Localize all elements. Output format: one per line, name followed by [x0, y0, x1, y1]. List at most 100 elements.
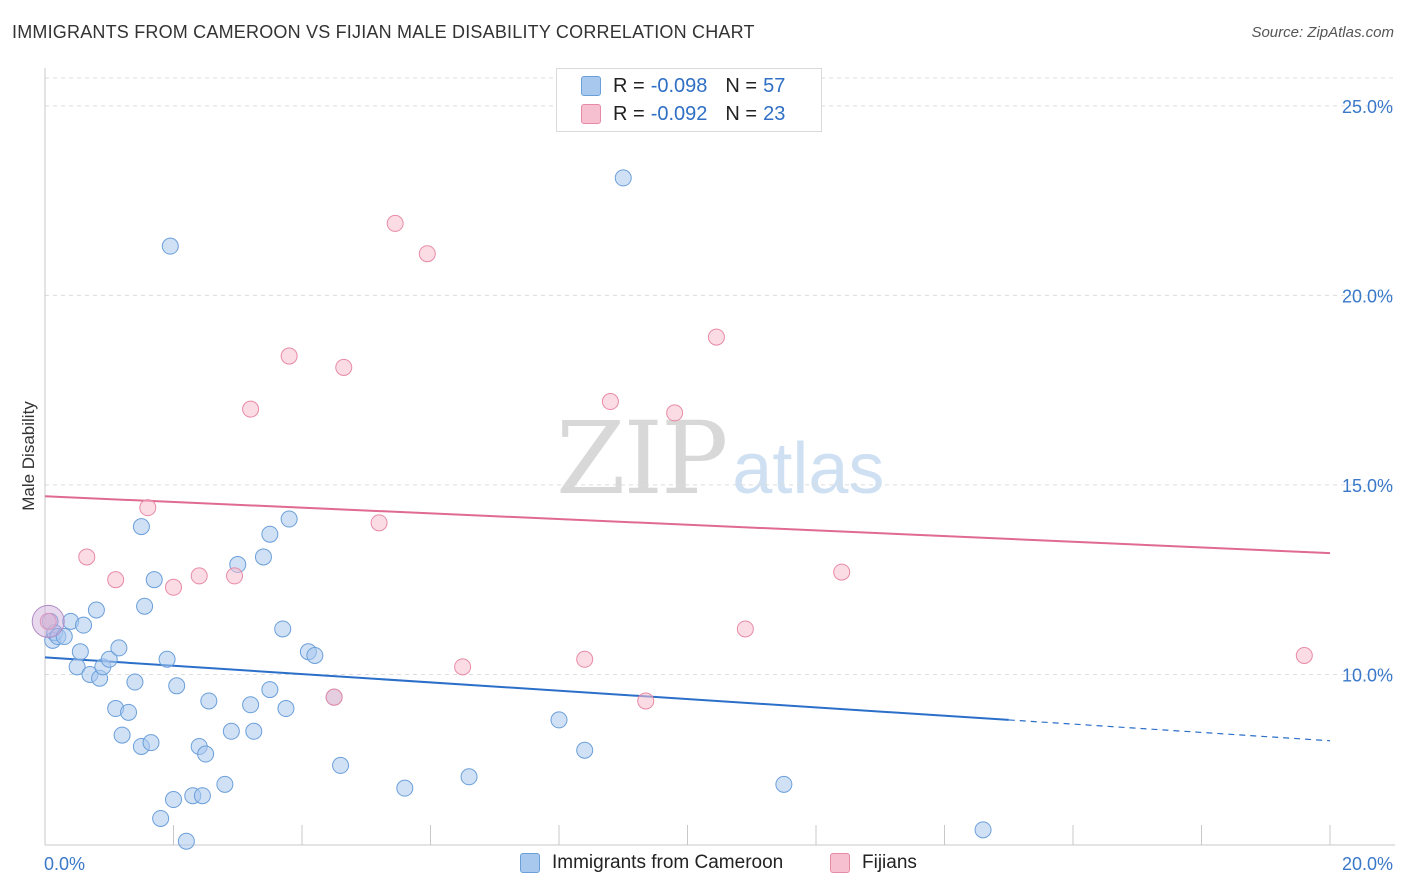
- data-point-fijians: [370, 514, 388, 532]
- data-point-fijians: [139, 499, 157, 517]
- legend-swatch-cameroon: [520, 853, 540, 873]
- tick-labels: 10.0% 15.0% 20.0% 25.0% 0.0% 20.0%: [44, 97, 1393, 874]
- data-point-fijians: [454, 658, 472, 676]
- data-point-fijians: [736, 620, 754, 638]
- data-point-fijians: [325, 688, 343, 706]
- legend-n-label: N =: [725, 102, 758, 125]
- data-point-cameroon: [168, 677, 186, 695]
- data-point-cameroon: [120, 703, 138, 721]
- data-point-cameroon: [100, 650, 118, 668]
- data-point-cameroon: [974, 821, 992, 839]
- data-point-cameroon: [396, 779, 414, 797]
- data-point-cameroon: [161, 237, 179, 255]
- chart-source: Source: ZipAtlas.com: [1251, 24, 1394, 41]
- legend-swatch-fijians: [581, 104, 601, 124]
- data-point-fijians: [242, 400, 260, 418]
- data-point-cameroon: [261, 681, 279, 699]
- data-point-cameroon: [576, 741, 594, 759]
- trend-line: [44, 656, 1009, 721]
- data-point-cameroon: [152, 809, 170, 827]
- series-legend: Immigrants from Cameroon Fijians: [0, 852, 1406, 878]
- legend-label-fijians: Fijians: [862, 852, 917, 873]
- data-point-cameroon: [332, 756, 350, 774]
- data-point-fijians: [226, 567, 244, 585]
- data-point-cameroon: [277, 700, 295, 718]
- legend-row-fijians: R = -0.092 N = 23: [581, 102, 785, 126]
- legend-r-value: -0.098: [650, 74, 708, 97]
- data-point-cameroon: [306, 646, 324, 664]
- data-point-cameroon: [165, 791, 182, 809]
- data-point-cameroon: [136, 597, 154, 615]
- data-point-cameroon: [71, 643, 89, 661]
- data-point-cameroon: [87, 601, 105, 619]
- data-point-fijians: [418, 245, 436, 263]
- data-point-cameroon: [550, 711, 568, 729]
- data-point-cameroon: [254, 548, 272, 566]
- data-point-fijians: [707, 328, 725, 346]
- legend-item-cameroon[interactable]: Immigrants from Cameroon: [520, 852, 783, 874]
- trend-lines: [44, 495, 1331, 742]
- data-point-cameroon: [261, 525, 279, 543]
- data-point-cameroon: [216, 775, 234, 793]
- data-point-fijians: [666, 404, 684, 422]
- legend-n-label: N =: [725, 74, 758, 97]
- data-point-cameroon: [142, 734, 160, 752]
- data-point-overlap: [31, 604, 65, 638]
- data-point-cameroon: [222, 722, 240, 740]
- data-point-cameroon: [775, 775, 793, 793]
- data-point-cameroon: [245, 722, 263, 740]
- data-point-fijians: [78, 548, 96, 566]
- legend-swatch-cameroon: [581, 76, 601, 96]
- watermark-zip: ZIP: [556, 400, 728, 517]
- data-point-cameroon: [177, 832, 195, 850]
- legend-n-value: 23: [763, 102, 786, 125]
- data-point-cameroon: [132, 518, 150, 536]
- correlation-legend: R = -0.098 N = 57 R = -0.092 N = 23: [556, 68, 822, 132]
- legend-r-value: -0.092: [650, 102, 708, 125]
- data-point-fijians: [386, 214, 404, 232]
- data-point-fijians: [833, 563, 851, 581]
- data-point-cameroon: [113, 726, 131, 744]
- data-point-cameroon: [242, 696, 260, 714]
- x-tick-label: 0.0%: [44, 854, 85, 874]
- data-point-cameroon: [200, 692, 218, 710]
- data-point-fijians: [107, 571, 125, 589]
- legend-item-fijians[interactable]: Fijians: [830, 852, 917, 874]
- trend-line-extension: [1008, 719, 1331, 742]
- data-point-cameroon: [614, 169, 632, 187]
- watermark: ZIPatlas: [556, 400, 884, 517]
- data-point-cameroon: [145, 571, 163, 589]
- chart-title: IMMIGRANTS FROM CAMEROON VS FIJIAN MALE …: [12, 22, 755, 42]
- data-point-fijians: [190, 567, 208, 585]
- data-point-cameroon: [274, 620, 292, 638]
- legend-row-cameroon: R = -0.098 N = 57: [581, 74, 785, 98]
- data-point-cameroon: [280, 510, 298, 528]
- y-tick-label: 25.0%: [1342, 97, 1393, 117]
- data-point-fijians: [637, 692, 655, 710]
- legend-label-cameroon: Immigrants from Cameroon: [552, 852, 784, 873]
- watermark-atlas: atlas: [732, 429, 885, 509]
- legend-n-value: 57: [763, 74, 786, 97]
- data-point-fijians: [576, 650, 594, 668]
- data-point-fijians: [280, 347, 298, 365]
- data-point-cameroon: [460, 768, 478, 786]
- data-point-cameroon: [75, 616, 93, 634]
- legend-r-label: R =: [613, 102, 645, 125]
- y-tick-label: 10.0%: [1342, 665, 1393, 685]
- y-axis-label: Male Disability: [19, 401, 38, 511]
- legend-r-label: R =: [613, 74, 645, 97]
- data-point-fijians: [601, 393, 619, 411]
- x-tick-label: 20.0%: [1342, 854, 1393, 874]
- data-point-fijians: [39, 612, 57, 630]
- data-point-fijians: [1295, 646, 1313, 664]
- trend-line: [44, 495, 1331, 555]
- axes: [44, 68, 1395, 846]
- data-point-fijians: [165, 578, 182, 596]
- data-point-cameroon: [126, 673, 144, 691]
- y-tick-label: 20.0%: [1342, 286, 1393, 306]
- legend-swatch-fijians: [830, 853, 850, 873]
- data-point-cameroon: [158, 650, 176, 668]
- data-points: [31, 169, 1313, 850]
- data-point-cameroon: [197, 745, 215, 763]
